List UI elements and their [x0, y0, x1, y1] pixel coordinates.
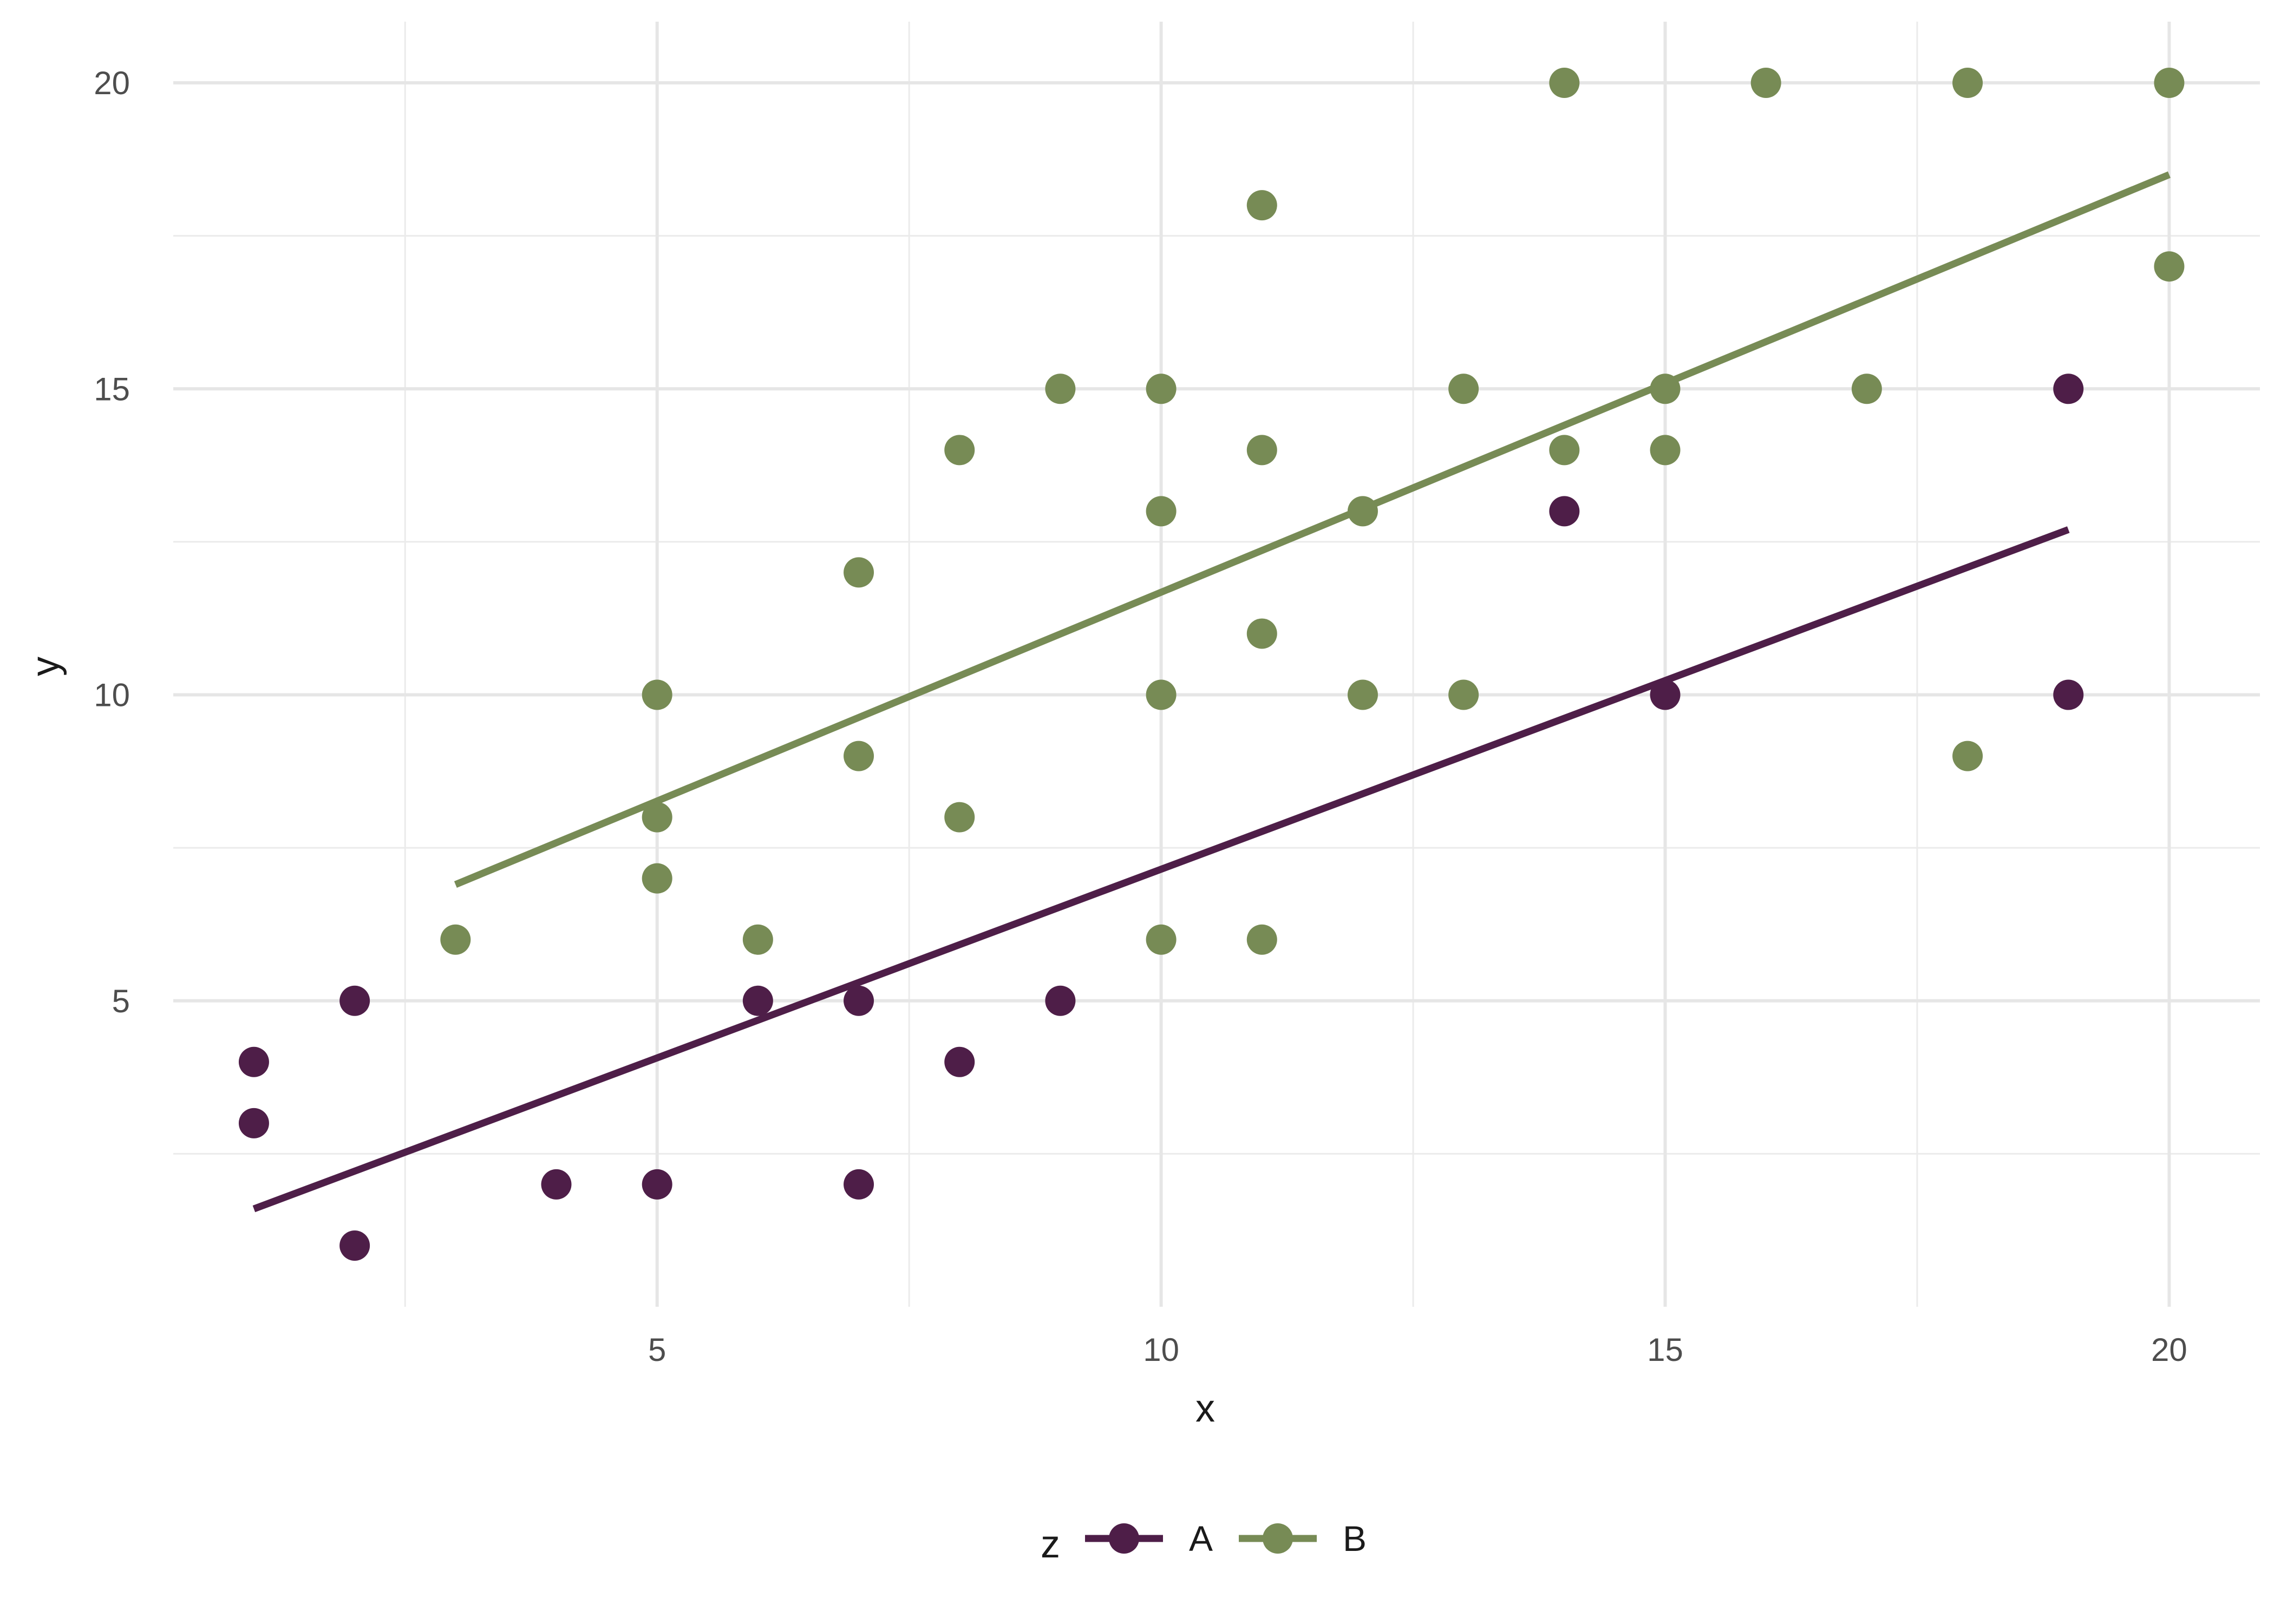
x-tick-label: 5 — [648, 1332, 666, 1368]
data-point-B — [440, 924, 471, 955]
data-point-B — [1347, 679, 1378, 710]
data-point-B — [1952, 68, 1983, 99]
data-point-B — [844, 557, 874, 588]
data-point-B — [1851, 374, 1882, 404]
legend-label-B: B — [1343, 1518, 1367, 1558]
data-point-B — [1347, 496, 1378, 527]
data-point-B — [1045, 374, 1076, 404]
data-point-B — [1246, 618, 1277, 649]
data-point-A — [1650, 679, 1681, 710]
grid — [173, 22, 2260, 1307]
data-point-B — [1246, 435, 1277, 466]
data-point-B — [1146, 496, 1177, 527]
data-points — [238, 68, 2185, 1261]
data-point-B — [1650, 374, 1681, 404]
x-axis-title: x — [1195, 1387, 1215, 1430]
data-point-B — [642, 679, 672, 710]
data-point-B — [1952, 741, 1983, 771]
legend-label-A: A — [1189, 1518, 1213, 1558]
x-tick-label: 10 — [1143, 1332, 1179, 1368]
trend-lines — [252, 171, 2171, 1213]
data-point-B — [2154, 68, 2185, 99]
data-point-B — [1650, 435, 1681, 466]
data-point-B — [1246, 924, 1277, 955]
data-point-A — [2053, 679, 2084, 710]
data-point-B — [1549, 68, 1580, 99]
legend-key-point-A — [1109, 1523, 1139, 1554]
y-tick-label: 5 — [112, 983, 130, 1019]
data-point-B — [642, 802, 672, 833]
data-point-B — [1246, 190, 1277, 221]
data-point-B — [1549, 435, 1580, 466]
data-point-A — [1045, 985, 1076, 1016]
data-point-B — [1146, 924, 1177, 955]
data-point-A — [238, 1108, 269, 1138]
trend-line-A — [252, 526, 2070, 1213]
data-point-B — [1750, 68, 1781, 99]
y-tick-label: 20 — [94, 65, 130, 101]
data-point-A — [1549, 496, 1580, 527]
data-point-B — [642, 863, 672, 894]
data-point-A — [844, 985, 874, 1016]
data-point-B — [1146, 374, 1177, 404]
data-point-A — [844, 1169, 874, 1200]
data-point-A — [339, 1230, 370, 1261]
data-point-B — [944, 802, 975, 833]
data-point-A — [238, 1046, 269, 1077]
y-tick-label: 10 — [94, 677, 130, 713]
data-point-B — [1448, 679, 1479, 710]
data-point-B — [844, 741, 874, 771]
tick-labels: 5 10 15 20 5 10 15 20 — [94, 65, 2187, 1368]
data-point-A — [541, 1169, 572, 1200]
y-axis-title: y — [24, 657, 67, 676]
x-tick-label: 20 — [2151, 1332, 2187, 1368]
data-point-B — [1448, 374, 1479, 404]
x-tick-label: 15 — [1647, 1332, 1683, 1368]
legend-key-point-B — [1263, 1523, 1293, 1554]
data-point-A — [642, 1169, 672, 1200]
trend-line-B — [454, 171, 2171, 888]
data-point-B — [944, 435, 975, 466]
data-point-B — [2154, 251, 2185, 282]
data-point-A — [742, 985, 773, 1016]
data-point-A — [944, 1046, 975, 1077]
data-point-A — [2053, 374, 2084, 404]
data-point-B — [1146, 679, 1177, 710]
legend-title: z — [1041, 1523, 1060, 1566]
data-point-B — [742, 924, 773, 955]
data-point-A — [339, 985, 370, 1016]
y-tick-label: 15 — [94, 371, 130, 407]
